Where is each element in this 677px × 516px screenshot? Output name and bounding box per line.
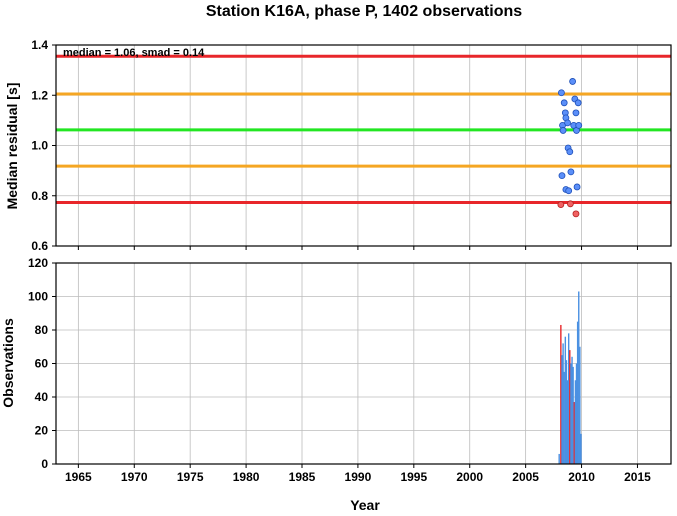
residual-panel: 0.6 0.8 1.0 1.2 1.4 (31, 38, 672, 253)
x-tick-label: 1975 (177, 470, 204, 484)
x-tick-label: 1995 (400, 470, 427, 484)
observation-bar (560, 324, 562, 464)
residual-point (567, 168, 575, 176)
residual-point (574, 99, 582, 107)
observation-bar (580, 433, 582, 464)
observation-bar (570, 363, 572, 464)
bottom-y-tick-label: 100 (28, 290, 48, 304)
residual-point (572, 210, 580, 218)
residual-point (566, 148, 574, 156)
x-tick-label: 2015 (624, 470, 651, 484)
observation-bar (566, 380, 569, 464)
top-y-tick-label: 1.4 (31, 38, 48, 52)
residual-point (559, 127, 567, 134)
residual-point (573, 183, 581, 191)
chart-title: Station K16A, phase P, 1402 observations (206, 3, 522, 20)
bottom-y-tick-label: 20 (35, 424, 49, 438)
x-tick-label: 1970 (121, 470, 148, 484)
residual-point (575, 122, 583, 129)
x-tick-label: 2000 (456, 470, 483, 484)
observation-bar (571, 356, 573, 464)
residual-point (565, 187, 573, 195)
observations-panel: 1965 1970 1975 1980 1985 1990 1995 2000 2005 2010… (28, 256, 672, 484)
top-y-tick-label: 0.8 (31, 189, 48, 203)
top-y-axis-label: Median residual [s] (4, 83, 20, 210)
top-panel-frame (55, 44, 672, 247)
observation-bar (565, 360, 568, 464)
observation-bar (558, 453, 560, 464)
residual-point (558, 89, 565, 97)
bottom-y-tick-label: 40 (35, 390, 49, 404)
stats-annotation: median = 1.06, smad = 0.14 (63, 47, 205, 59)
top-y-tick-label: 1.0 (31, 139, 48, 153)
observation-bar (572, 366, 574, 464)
observation-bar (573, 402, 575, 464)
residual-point (557, 201, 565, 208)
residual-point (566, 200, 574, 208)
residual-point (572, 109, 580, 117)
bottom-panel-frame (55, 262, 672, 465)
x-axis-label: Year (350, 497, 380, 511)
observation-bar (562, 343, 564, 464)
residual-point (560, 99, 568, 107)
observation-bar (569, 350, 571, 464)
residual-point (569, 78, 576, 85)
bottom-y-tick-label: 120 (28, 256, 48, 270)
bottom-y-tick-label: 80 (35, 323, 49, 337)
observation-bar (578, 291, 580, 464)
x-tick-label: 2005 (512, 470, 539, 484)
x-tick-label: 1990 (345, 470, 372, 484)
residual-point (558, 172, 566, 180)
observation-bar (575, 363, 578, 464)
observation-bar (574, 380, 577, 464)
observation-bar (563, 371, 565, 464)
observation-bar (564, 336, 567, 464)
x-tick-label: 1965 (65, 470, 92, 484)
observation-bar (579, 346, 581, 464)
top-y-tick-label: 0.6 (31, 239, 48, 253)
observation-bar (567, 333, 570, 464)
bottom-y-tick-label: 60 (35, 357, 49, 371)
bottom-y-tick-label: 0 (41, 457, 48, 471)
x-tick-label: 1985 (289, 470, 316, 484)
observation-bar (576, 321, 579, 464)
x-tick-label: 1980 (233, 470, 260, 484)
observation-bar (561, 355, 563, 464)
x-tick-label: 2010 (568, 470, 595, 484)
bottom-y-axis-label: Observations (0, 318, 16, 408)
top-y-tick-label: 1.2 (31, 88, 48, 102)
residual-point (564, 119, 571, 127)
